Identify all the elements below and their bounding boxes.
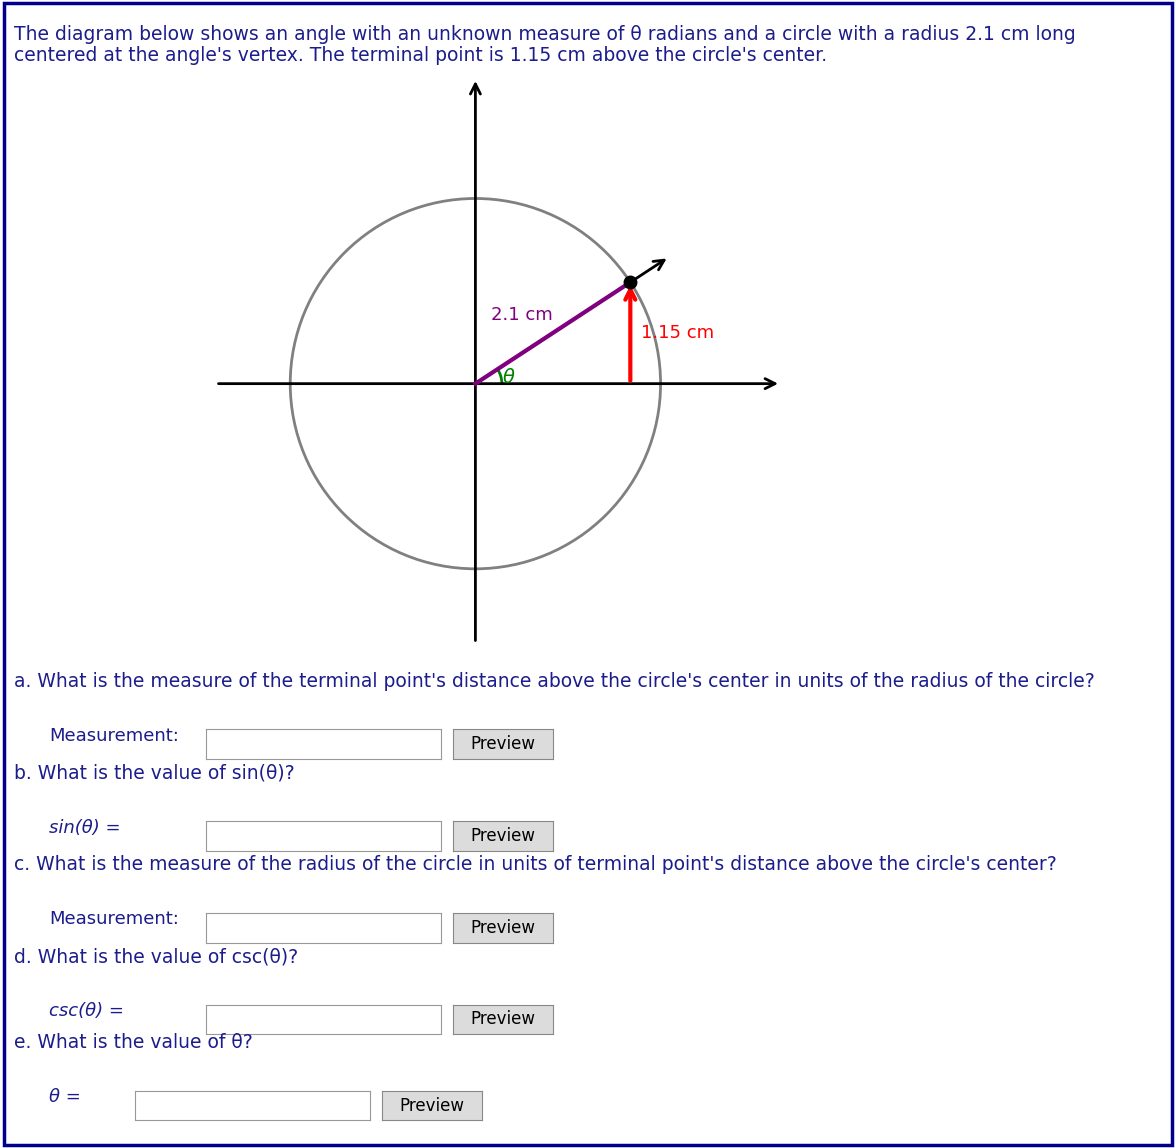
Text: Preview: Preview xyxy=(470,918,535,937)
Text: e. What is the value of θ?: e. What is the value of θ? xyxy=(14,1033,253,1053)
Text: a. What is the measure of the terminal point's distance above the circle's cente: a. What is the measure of the terminal p… xyxy=(14,672,1095,691)
Text: Measurement:: Measurement: xyxy=(49,910,179,929)
Text: centered at the angle's vertex. The terminal point is 1.15 cm above the circle's: centered at the angle's vertex. The term… xyxy=(14,46,827,65)
Text: b. What is the value of sin(θ)?: b. What is the value of sin(θ)? xyxy=(14,763,295,783)
Text: θ =: θ = xyxy=(49,1088,81,1107)
Text: 2.1 cm: 2.1 cm xyxy=(492,307,553,324)
Text: Preview: Preview xyxy=(400,1096,465,1115)
Text: c. What is the measure of the radius of the circle in units of terminal point's : c. What is the measure of the radius of … xyxy=(14,855,1057,875)
Text: 1.15 cm: 1.15 cm xyxy=(641,324,714,342)
Text: d. What is the value of csc(θ)?: d. What is the value of csc(θ)? xyxy=(14,947,299,967)
Text: Preview: Preview xyxy=(470,827,535,845)
Text: Measurement:: Measurement: xyxy=(49,727,179,745)
Text: Preview: Preview xyxy=(470,735,535,753)
Text: The diagram below shows an angle with an unknown measure of θ radians and a circ: The diagram below shows an angle with an… xyxy=(14,25,1076,45)
Text: Preview: Preview xyxy=(470,1010,535,1029)
Text: sin(θ) =: sin(θ) = xyxy=(49,819,121,837)
Text: csc(θ) =: csc(θ) = xyxy=(49,1002,125,1021)
Text: $\theta$: $\theta$ xyxy=(502,369,516,387)
